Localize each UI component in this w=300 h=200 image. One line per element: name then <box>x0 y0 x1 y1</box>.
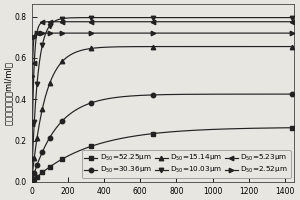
D$_{50}$=15.14μm <box>89 47 93 50</box>
D$_{50}$=2.52μm <box>31 75 34 77</box>
Line: D$_{50}$=10.03μm: D$_{50}$=10.03μm <box>30 15 295 161</box>
Line: D$_{50}$=5.23μm: D$_{50}$=5.23μm <box>30 20 295 126</box>
D$_{50}$=10.03μm <box>32 121 36 124</box>
Legend: D$_{50}$=52.25μm, D$_{50}$=30.36μm, D$_{50}$=15.14μm, D$_{50}$=10.03μm, D$_{50}$: D$_{50}$=52.25μm, D$_{50}$=30.36μm, D$_{… <box>82 150 291 178</box>
D$_{50}$=5.23μm <box>31 123 34 125</box>
D$_{50}$=15.14μm <box>61 60 64 63</box>
D$_{50}$=30.36μm <box>61 120 64 122</box>
Line: D$_{50}$=30.36μm: D$_{50}$=30.36μm <box>30 92 295 181</box>
D$_{50}$=52.25μm <box>40 171 44 174</box>
D$_{50}$=2.52μm <box>61 32 64 34</box>
D$_{50}$=30.36μm <box>31 178 34 180</box>
D$_{50}$=30.36μm <box>32 172 36 174</box>
D$_{50}$=2.52μm <box>32 35 36 38</box>
D$_{50}$=2.52μm <box>48 32 52 34</box>
D$_{50}$=15.14μm <box>31 172 34 175</box>
D$_{50}$=5.23μm <box>48 21 52 23</box>
D$_{50}$=10.03μm <box>61 17 64 20</box>
D$_{50}$=30.36μm <box>40 151 44 153</box>
D$_{50}$=5.23μm <box>151 21 155 23</box>
D$_{50}$=52.25μm <box>61 158 64 160</box>
D$_{50}$=5.23μm <box>32 62 36 64</box>
D$_{50}$=10.03μm <box>89 16 93 19</box>
D$_{50}$=15.14μm <box>291 45 294 48</box>
D$_{50}$=15.14μm <box>48 82 52 85</box>
D$_{50}$=15.14μm <box>32 157 36 159</box>
Line: D$_{50}$=15.14μm: D$_{50}$=15.14μm <box>30 44 295 176</box>
D$_{50}$=2.52μm <box>40 32 44 34</box>
Line: D$_{50}$=52.25μm: D$_{50}$=52.25μm <box>30 126 295 183</box>
D$_{50}$=52.25μm <box>31 180 34 182</box>
D$_{50}$=2.52μm <box>291 32 294 34</box>
D$_{50}$=30.36μm <box>89 102 93 104</box>
D$_{50}$=5.23μm <box>291 21 294 23</box>
D$_{50}$=2.52μm <box>151 32 155 34</box>
D$_{50}$=5.23μm <box>89 21 93 23</box>
D$_{50}$=30.36μm <box>35 164 39 167</box>
D$_{50}$=10.03μm <box>40 44 44 46</box>
D$_{50}$=5.23μm <box>40 21 44 24</box>
D$_{50}$=10.03μm <box>291 16 294 19</box>
D$_{50}$=52.25μm <box>291 127 294 129</box>
D$_{50}$=15.14μm <box>151 45 155 48</box>
D$_{50}$=52.25μm <box>89 145 93 147</box>
D$_{50}$=10.03μm <box>48 25 52 27</box>
D$_{50}$=52.25μm <box>48 166 52 168</box>
D$_{50}$=2.52μm <box>89 32 93 34</box>
D$_{50}$=15.14μm <box>40 107 44 110</box>
D$_{50}$=30.36μm <box>151 94 155 96</box>
D$_{50}$=10.03μm <box>35 83 39 86</box>
D$_{50}$=30.36μm <box>48 137 52 139</box>
Y-axis label: 填充孔隙能力（ml/ml）: 填充孔隙能力（ml/ml） <box>4 61 13 125</box>
Line: D$_{50}$=2.52μm: D$_{50}$=2.52μm <box>30 31 295 78</box>
D$_{50}$=15.14μm <box>35 137 39 139</box>
D$_{50}$=52.25μm <box>35 176 39 178</box>
D$_{50}$=52.25μm <box>151 132 155 135</box>
D$_{50}$=5.23μm <box>35 31 39 34</box>
D$_{50}$=30.36μm <box>291 93 294 95</box>
D$_{50}$=5.23μm <box>61 21 64 23</box>
D$_{50}$=52.25μm <box>32 178 36 181</box>
D$_{50}$=10.03μm <box>151 16 155 19</box>
D$_{50}$=2.52μm <box>35 32 39 34</box>
D$_{50}$=10.03μm <box>31 158 34 160</box>
